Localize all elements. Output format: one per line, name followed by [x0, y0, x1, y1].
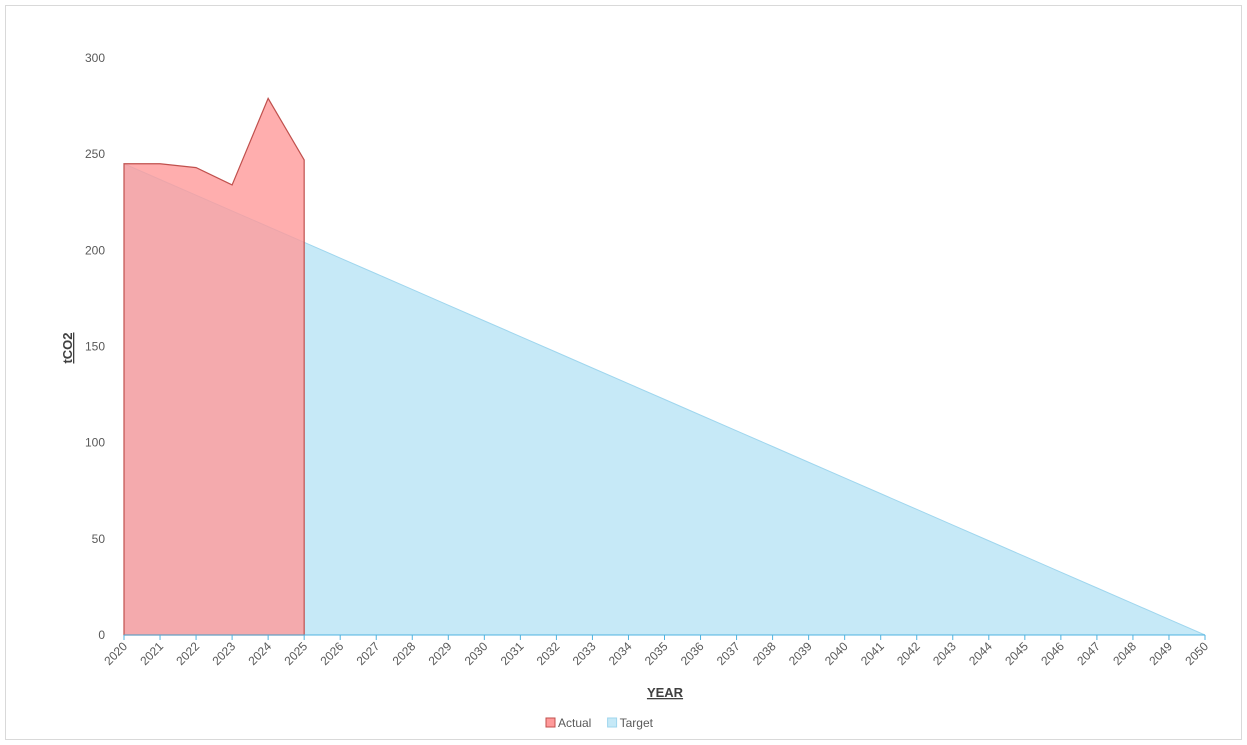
y-tick-label: 100 — [85, 436, 105, 450]
x-tick-label: 2026 — [318, 639, 347, 668]
x-tick-label: 2028 — [390, 639, 419, 668]
x-tick-label: 2036 — [678, 639, 707, 668]
x-tick-label: 2047 — [1074, 639, 1103, 668]
x-axis-title: YEAR — [647, 685, 684, 700]
x-tick-label: 2045 — [1002, 639, 1031, 668]
y-tick-label: 50 — [92, 532, 106, 546]
x-tick-label: 2040 — [822, 639, 851, 668]
x-tick-label: 2039 — [786, 639, 815, 668]
legend-label-target: Target — [620, 716, 654, 730]
y-tick-label: 250 — [85, 147, 105, 161]
plot-area — [123, 97, 1206, 636]
x-tick-label: 2033 — [570, 639, 599, 668]
x-tick-label: 2050 — [1182, 639, 1211, 668]
y-axis-title: tCO2 — [60, 332, 75, 363]
x-tick-label: 2025 — [282, 639, 311, 668]
x-tick-label: 2043 — [930, 639, 959, 668]
legend: Actual Target — [545, 716, 654, 730]
x-tick-label: 2032 — [534, 639, 563, 668]
x-tick-label: 2037 — [714, 639, 743, 668]
x-tick-label: 2023 — [209, 639, 238, 668]
y-tick-label: 150 — [85, 340, 105, 354]
x-tick-label: 2049 — [1146, 639, 1175, 668]
y-tick-label: 0 — [98, 628, 105, 642]
x-tick-label: 2030 — [462, 639, 491, 668]
y-tick-label: 200 — [85, 243, 105, 257]
x-tick-label: 2024 — [245, 639, 274, 668]
area-chart: 2020 2021 2022 2023 2024 2025 2026 2027 2028 2029… — [60, 51, 1211, 730]
x-tick-label: 2034 — [606, 639, 635, 668]
legend-label-actual: Actual — [558, 716, 591, 730]
x-tick-label: 2038 — [750, 639, 779, 668]
x-tick-label: 2035 — [642, 639, 671, 668]
x-tick-label: 2022 — [173, 639, 202, 668]
chart-container: 2020 2021 2022 2023 2024 2025 2026 2027 2028 2029… — [5, 5, 1242, 740]
x-tick-label: 2044 — [966, 639, 995, 668]
legend-swatch-target — [607, 717, 618, 728]
x-tick-label: 2021 — [137, 639, 166, 668]
legend-swatch-actual — [545, 717, 556, 728]
x-tick-label: 2031 — [498, 639, 527, 668]
x-tick-label: 2027 — [354, 639, 383, 668]
series-area-actual — [123, 97, 305, 636]
y-tick-label: 300 — [85, 51, 105, 65]
x-tick-label: 2042 — [894, 639, 923, 668]
x-tick-label: 2041 — [858, 639, 887, 668]
x-tick-label: 2029 — [426, 639, 455, 668]
x-tick-label: 2046 — [1038, 639, 1067, 668]
x-tick-label: 2048 — [1110, 639, 1139, 668]
x-tick-label: 2020 — [101, 639, 130, 668]
